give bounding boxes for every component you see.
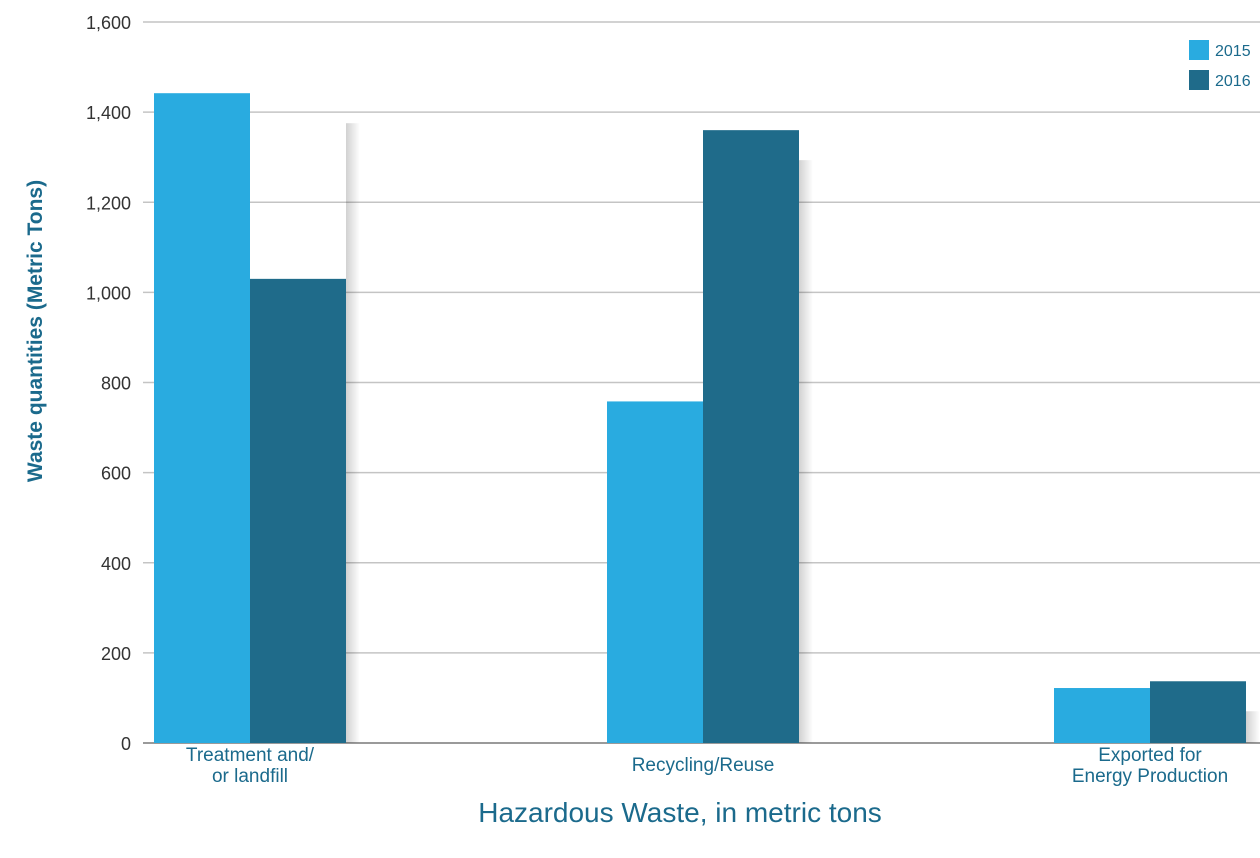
y-axis-title: Waste quantities (Metric Tons) [24,180,47,482]
bars [154,93,1260,744]
x-axis-title: Hazardous Waste, in metric tons [478,797,882,828]
legend-swatch-2016 [1189,70,1209,90]
bar-shadow [1246,711,1260,743]
x-category-label: Recycling/Reuse [632,755,775,776]
bar-shadow [346,123,360,744]
x-axis-categories: Treatment and/or landfill Recycling/Reuse… [186,745,1228,787]
y-tick-label: 0 [121,734,131,754]
y-axis-ticks: 0 200 400 600 800 1,000 1,200 1,400 1,600 [86,13,131,754]
y-tick-label: 200 [101,644,131,664]
bar-2016 [703,130,799,743]
y-tick-label: 1,400 [86,103,131,123]
y-tick-label: 800 [101,374,131,394]
bar-2015 [1054,688,1150,743]
y-tick-label: 1,600 [86,13,131,33]
y-tick-label: 1,000 [86,283,131,303]
bar-shadow [799,160,813,743]
legend-label-2016: 2016 [1215,73,1251,90]
bar-2015 [154,93,250,744]
bar-2016 [1150,681,1246,743]
x-category-label: or landfill [212,766,288,787]
x-category-label: Exported for [1098,745,1202,766]
legend: 2015 2016 [1189,40,1251,90]
legend-swatch-2015 [1189,40,1209,60]
y-tick-label: 1,200 [86,193,131,213]
bar-2016 [250,278,346,743]
x-category-label: Energy Production [1072,766,1228,787]
legend-label-2015: 2015 [1215,43,1251,60]
bar-2015 [607,401,703,743]
y-tick-label: 400 [101,554,131,574]
x-category-label: Treatment and/ [186,745,315,766]
y-tick-label: 600 [101,464,131,484]
